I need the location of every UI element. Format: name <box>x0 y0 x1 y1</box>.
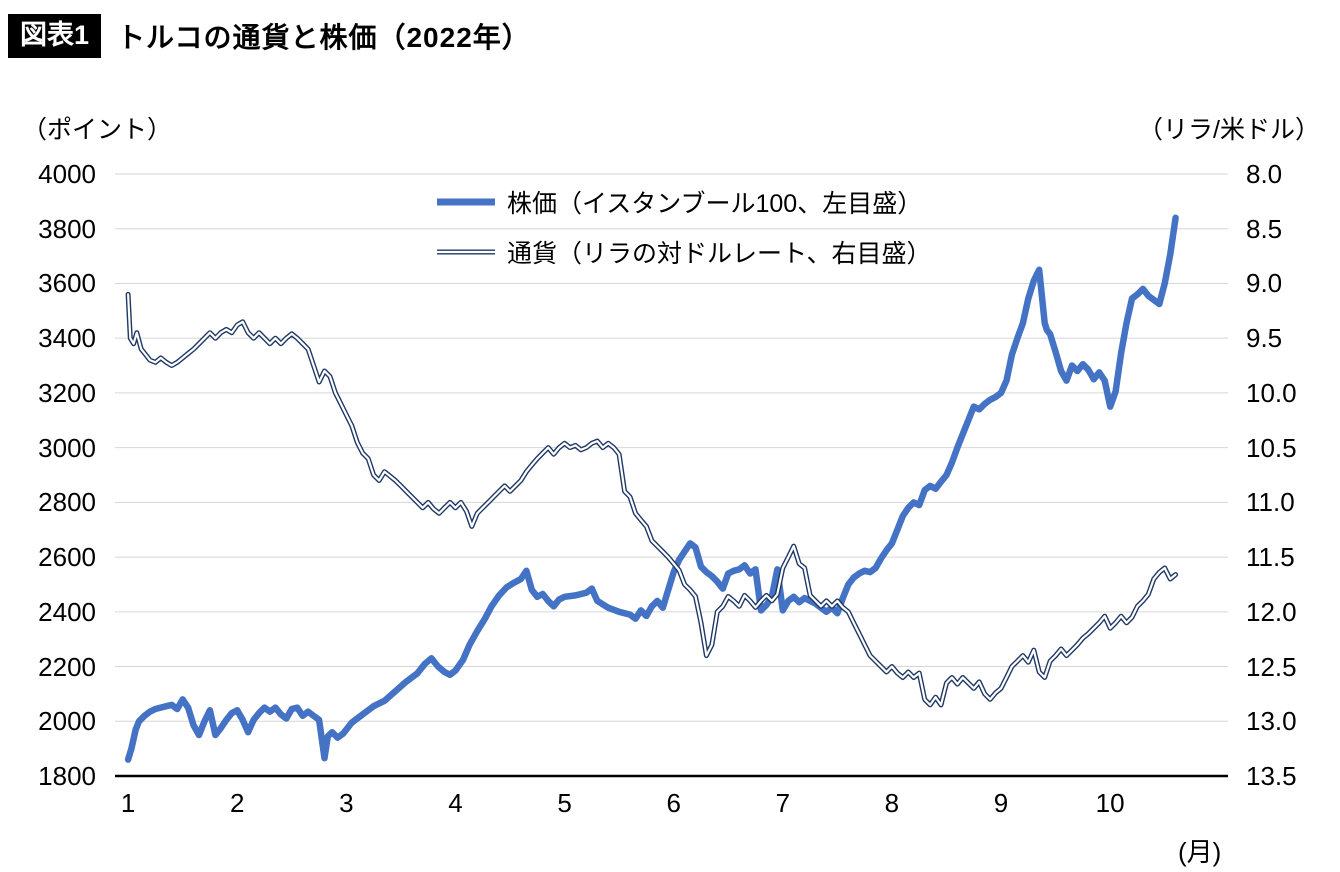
legend-label-stock: 株価（イスタンブール100、左目盛） <box>507 190 923 218</box>
left-axis-caption: （ポイント） <box>22 116 173 144</box>
legend-label-currency: 通貨（リラの対ドルレート、右目盛） <box>507 240 932 268</box>
figure-number-badge: 図表1 <box>8 14 102 58</box>
right-axis-tick-label: 11.0 <box>1246 487 1295 518</box>
x-axis-unit-label: (月) <box>1178 837 1222 867</box>
chart-plot-area <box>115 173 1228 778</box>
currency-line-key-icon <box>437 249 495 255</box>
left-axis-tick-label: 1800 <box>38 761 96 791</box>
left-axis-tick-label: 3600 <box>38 268 96 299</box>
right-axis-tick-label: 10.5 <box>1246 432 1297 463</box>
legend-item-stock: 株価（イスタンブール100、左目盛） <box>437 184 932 220</box>
x-axis-tick-label: 1 <box>120 788 136 818</box>
currency-line-inner <box>127 293 1177 707</box>
chart-legend: 株価（イスタンブール100、左目盛） 通貨（リラの対ドルレート、右目盛） <box>437 184 932 270</box>
right-axis-tick-label: 8.5 <box>1246 213 1283 244</box>
x-axis-tick-label: 9 <box>993 788 1009 818</box>
left-axis-tick-label: 3800 <box>38 213 96 244</box>
left-axis-tick-label: 3000 <box>38 432 96 463</box>
left-axis-tick-label: 3400 <box>38 323 96 354</box>
right-axis-tick-label: 12.5 <box>1246 651 1297 682</box>
right-axis-tick-label: 11.5 <box>1246 542 1295 573</box>
left-axis-tick-label: 2400 <box>38 596 96 627</box>
stock-line-key-icon <box>437 198 495 206</box>
left-axis-tick-label: 4000 <box>38 159 96 189</box>
right-axis-tick-label: 9.5 <box>1246 323 1283 354</box>
x-axis-tick-label: 7 <box>775 788 791 818</box>
stock-price-line <box>124 214 1179 763</box>
left-axis-tick-label: 2800 <box>38 487 96 518</box>
right-axis-tick-label: 9.0 <box>1246 268 1283 299</box>
right-axis-tick-label: 10.0 <box>1246 377 1297 408</box>
page-title: トルコの通貨と株価（2022年） <box>117 22 531 53</box>
currency-line-outer <box>125 291 1179 708</box>
left-axis-tick-label: 2200 <box>38 651 96 682</box>
right-axis-tick-label: 13.0 <box>1246 706 1297 737</box>
x-axis-tick-label: 4 <box>448 788 463 818</box>
x-axis-tick-label: 5 <box>557 788 572 818</box>
x-axis-tick-label: 2 <box>229 788 245 818</box>
legend-item-currency: 通貨（リラの対ドルレート、右目盛） <box>437 234 932 270</box>
left-axis-tick-label: 2600 <box>38 542 96 573</box>
left-axis-tick-label: 3200 <box>38 377 96 408</box>
x-axis-tick-label: 8 <box>884 788 900 818</box>
x-axis-tick-label: 10 <box>1095 788 1125 818</box>
right-axis-tick-label: 8.0 <box>1246 159 1283 189</box>
left-axis-tick-label: 2000 <box>38 706 96 737</box>
right-axis-tick-label: 13.5 <box>1246 761 1297 791</box>
x-axis-tick-label: 6 <box>666 788 681 818</box>
chart-header: 図表1 トルコの通貨と株価（2022年） <box>8 14 531 58</box>
right-axis-tick-label: 12.0 <box>1246 596 1297 627</box>
right-axis-caption: （リラ/米ドル） <box>1138 116 1320 144</box>
x-axis-tick-label: 3 <box>339 788 354 818</box>
